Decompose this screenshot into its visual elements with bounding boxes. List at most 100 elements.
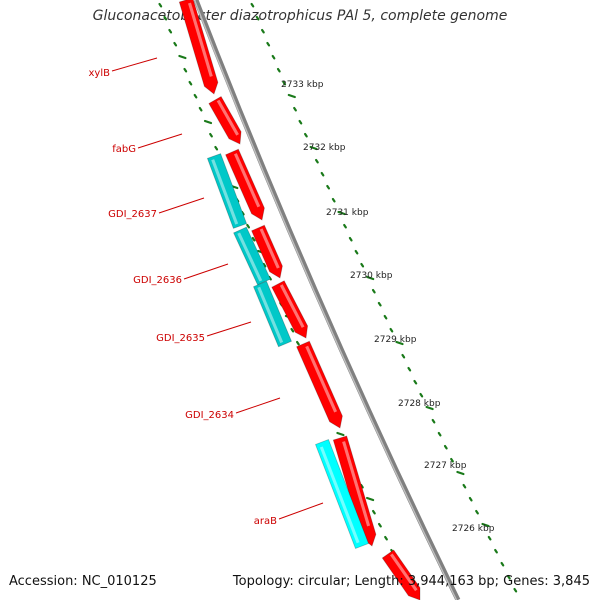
genome-backbone: [193, 0, 461, 600]
ruler-tick: [354, 249, 359, 255]
ruler-tick: [413, 379, 418, 385]
gene-label: fabG: [112, 144, 136, 155]
ruler-tick: [261, 28, 265, 34]
ruler-tick: [475, 509, 479, 515]
ruler-label: 2728 kbp: [398, 399, 441, 409]
gene-label: araB: [254, 516, 277, 527]
inner-tick: [384, 535, 388, 541]
inner-tick: [209, 132, 213, 138]
reverse-gene-arrow: [206, 153, 248, 229]
ruler-tick: [481, 522, 490, 528]
ruler-tick: [377, 301, 382, 307]
gene-label: GDI_2637: [108, 209, 157, 220]
ruler-tick: [298, 119, 303, 125]
ruler-tick: [266, 41, 271, 47]
backbone-line: [193, 0, 461, 600]
ruler-tick: [250, 2, 255, 8]
inner-tick: [378, 522, 382, 528]
ruler-label: 2733 kbp: [281, 80, 324, 90]
ruler-label: 2727 kbp: [424, 461, 467, 471]
inner-tick: [246, 223, 250, 229]
reverse-strand-track: [206, 153, 370, 550]
inner-tick: [336, 431, 345, 437]
accession-text: Accession: NC_010125: [9, 574, 157, 589]
ruler-tick: [309, 145, 318, 151]
backbone-highlight: [193, 0, 458, 600]
inner-tick: [178, 54, 187, 60]
ruler-tick: [293, 106, 297, 112]
inner-tick: [158, 2, 163, 8]
ruler-label: 2732 kbp: [303, 143, 346, 153]
ruler-tick: [395, 340, 404, 346]
reverse-gene-arrow: [233, 226, 271, 286]
ruler-tick: [407, 366, 412, 372]
kbp-ruler: 2733 kbp 2732 kbp 2731 kbp 2730 kbp 2729 kbp…: [281, 80, 495, 534]
gene-leader-line: [111, 57, 158, 72]
ruler-tick: [456, 470, 465, 476]
gene-label: xylB: [89, 68, 111, 79]
forward-gene-arrow: [296, 340, 343, 429]
ruler-tick: [366, 275, 375, 281]
ruler-tick: [315, 158, 319, 164]
forward-strand-track: [178, 0, 421, 600]
ruler-tick: [255, 15, 260, 21]
forward-gene-arrow: [271, 280, 309, 339]
gene-leader-line: [278, 502, 324, 520]
inner-tick: [372, 509, 376, 515]
inner-tick: [360, 483, 364, 489]
ruler-label: 2729 kbp: [374, 335, 417, 345]
ruler-tick: [494, 548, 498, 554]
ruler-tick: [287, 93, 296, 99]
ruler-tick: [371, 288, 376, 294]
reverse-gene-arrow: [252, 280, 293, 348]
inner-tick: [203, 119, 213, 125]
gene-label: GDI_2635: [156, 333, 205, 344]
inner-tick: [296, 340, 300, 346]
ruler-tick: [304, 132, 308, 138]
ruler-tick: [326, 184, 330, 190]
ruler-tick: [383, 314, 388, 320]
inner-tick: [163, 15, 168, 21]
gene-leader-line: [137, 133, 183, 149]
ruler-tick: [348, 236, 353, 242]
gene-leader-line: [183, 263, 229, 280]
ruler-tick: [282, 80, 287, 86]
ruler-tick: [419, 392, 424, 398]
forward-gene-arrow: [225, 148, 265, 221]
inner-tick: [290, 327, 295, 333]
ruler-tick: [443, 444, 448, 450]
gene-leader-line: [158, 197, 205, 214]
genome-summary-text: Topology: circular; Length: 3,944,163 bp…: [232, 574, 590, 589]
ruler-tick: [401, 353, 406, 359]
inner-tick: [183, 67, 188, 73]
ruler-tick: [337, 210, 346, 216]
inner-tick: [251, 236, 256, 242]
gene-label: GDI_2636: [133, 275, 182, 286]
inner-tick: [193, 93, 198, 99]
inner-tick: [173, 41, 178, 47]
ruler-label: 2726 kbp: [452, 524, 495, 534]
inner-tick: [366, 496, 375, 502]
ruler-tick: [271, 54, 276, 60]
ruler-tick: [506, 574, 511, 580]
ruler-label: 2730 kbp: [350, 271, 393, 281]
ruler-tick: [500, 561, 505, 567]
inner-tick: [214, 145, 219, 151]
inner-tick: [262, 262, 267, 268]
ruler-label: 2731 kbp: [326, 208, 369, 218]
ruler-tick: [437, 431, 442, 437]
forward-gene-arrow: [381, 549, 421, 600]
ruler-tick: [389, 327, 394, 333]
ruler-tick: [487, 535, 492, 541]
inner-tick: [188, 80, 193, 86]
ruler-tick: [360, 262, 365, 268]
reverse-gene-arrow: [314, 438, 370, 550]
forward-gene-arrow: [251, 224, 283, 279]
ruler-tick: [431, 418, 436, 424]
ruler-tick: [462, 483, 467, 489]
ruler-tick: [450, 457, 454, 463]
ruler-tick: [425, 405, 434, 411]
forward-gene-arrow: [178, 0, 219, 95]
gene-label: GDI_2634: [185, 410, 234, 421]
